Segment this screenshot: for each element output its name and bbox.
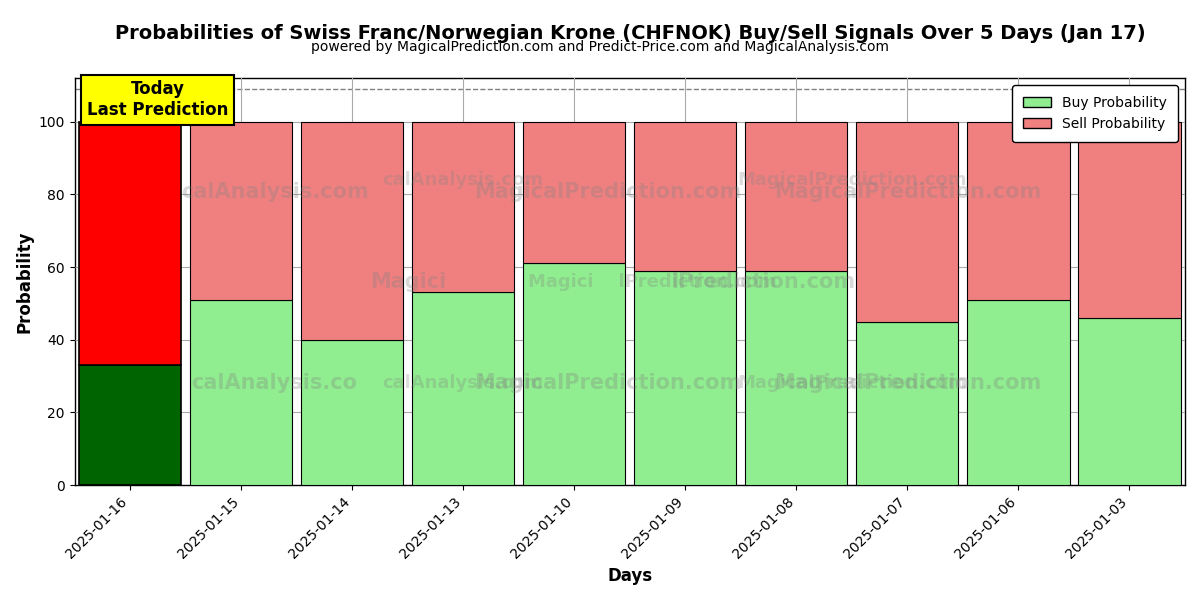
Bar — [523, 263, 625, 485]
Title: Probabilities of Swiss Franc/Norwegian Krone (CHFNOK) Buy/Sell Signals Over 5 Da: Probabilities of Swiss Franc/Norwegian K… — [114, 24, 1145, 43]
Bar — [301, 340, 403, 485]
Bar — [967, 300, 1069, 485]
Bar — [79, 122, 181, 365]
Bar — [190, 122, 293, 300]
Text: lPrediction.com: lPrediction.com — [671, 272, 856, 292]
Text: calAnalysis.co: calAnalysis.co — [192, 373, 358, 394]
Text: MagicalPrediction.com: MagicalPrediction.com — [474, 373, 742, 394]
Text: Magici    lPrediction.com: Magici lPrediction.com — [528, 272, 776, 290]
Bar — [745, 122, 847, 271]
Text: MagicalPrediction.com: MagicalPrediction.com — [737, 374, 967, 392]
Text: calAnalysis.com: calAnalysis.com — [181, 182, 368, 202]
Bar — [1079, 318, 1181, 485]
Bar — [967, 122, 1069, 300]
Bar — [745, 271, 847, 485]
Bar — [857, 322, 959, 485]
Text: Magici: Magici — [370, 272, 446, 292]
Bar — [523, 122, 625, 263]
Text: MagicalPrediction.com: MagicalPrediction.com — [737, 171, 967, 189]
Bar — [301, 122, 403, 340]
Legend: Buy Probability, Sell Probability: Buy Probability, Sell Probability — [1012, 85, 1178, 142]
Bar — [412, 292, 515, 485]
Bar — [857, 122, 959, 322]
Bar — [635, 122, 737, 271]
Text: calAnalysis.com: calAnalysis.com — [383, 374, 544, 392]
Bar — [412, 122, 515, 292]
Text: MagicalPrediction.com: MagicalPrediction.com — [774, 373, 1042, 394]
Bar — [635, 271, 737, 485]
Text: calAnalysis.com: calAnalysis.com — [383, 171, 544, 189]
Text: Today
Last Prediction: Today Last Prediction — [88, 80, 229, 119]
Y-axis label: Probability: Probability — [16, 230, 34, 333]
Bar — [1079, 122, 1181, 318]
Bar — [190, 300, 293, 485]
X-axis label: Days: Days — [607, 567, 653, 585]
Text: MagicalPrediction.com: MagicalPrediction.com — [774, 182, 1042, 202]
Text: MagicalPrediction.com: MagicalPrediction.com — [474, 182, 742, 202]
Text: powered by MagicalPrediction.com and Predict-Price.com and MagicalAnalysis.com: powered by MagicalPrediction.com and Pre… — [311, 40, 889, 54]
Bar — [79, 365, 181, 485]
